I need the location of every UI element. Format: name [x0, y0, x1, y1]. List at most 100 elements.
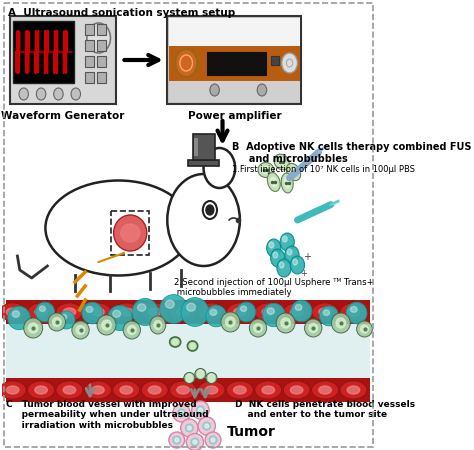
Circle shape [87, 23, 110, 53]
Ellipse shape [175, 438, 179, 442]
Circle shape [283, 236, 287, 242]
Text: Waveform Generator: Waveform Generator [1, 111, 125, 121]
Ellipse shape [63, 308, 76, 316]
Ellipse shape [198, 417, 215, 435]
Ellipse shape [86, 306, 93, 312]
Ellipse shape [211, 438, 215, 442]
Ellipse shape [305, 319, 322, 337]
Ellipse shape [170, 381, 197, 399]
Ellipse shape [291, 308, 303, 316]
Circle shape [279, 262, 284, 268]
Ellipse shape [281, 173, 293, 193]
Ellipse shape [170, 337, 181, 347]
Ellipse shape [263, 303, 285, 327]
FancyBboxPatch shape [85, 24, 94, 35]
Circle shape [257, 84, 267, 96]
Ellipse shape [185, 424, 193, 432]
Ellipse shape [284, 178, 290, 188]
Ellipse shape [108, 306, 132, 331]
Ellipse shape [91, 386, 104, 394]
Circle shape [273, 252, 278, 258]
Ellipse shape [283, 303, 310, 321]
Ellipse shape [46, 180, 191, 275]
Ellipse shape [177, 308, 190, 316]
Ellipse shape [346, 302, 367, 324]
Ellipse shape [0, 381, 26, 399]
FancyBboxPatch shape [97, 24, 106, 35]
Ellipse shape [206, 305, 227, 327]
Ellipse shape [48, 313, 65, 331]
Circle shape [19, 88, 28, 100]
Circle shape [285, 246, 299, 264]
Ellipse shape [227, 381, 253, 399]
FancyBboxPatch shape [97, 72, 106, 83]
Ellipse shape [190, 343, 195, 348]
Ellipse shape [82, 302, 103, 324]
Ellipse shape [35, 308, 47, 316]
Ellipse shape [150, 316, 166, 334]
Ellipse shape [160, 295, 188, 324]
Ellipse shape [113, 310, 120, 317]
Ellipse shape [254, 324, 262, 333]
Text: Power amplifier: Power amplifier [188, 111, 281, 121]
Ellipse shape [169, 432, 185, 448]
Ellipse shape [165, 300, 174, 308]
FancyBboxPatch shape [6, 324, 370, 378]
Ellipse shape [323, 310, 329, 315]
Ellipse shape [187, 303, 196, 311]
Ellipse shape [180, 411, 183, 415]
Ellipse shape [186, 433, 203, 450]
Ellipse shape [114, 215, 147, 251]
Text: D  NK cells penetrate blood vessels
    and enter to the tumor site: D NK cells penetrate blood vessels and e… [235, 400, 415, 419]
Ellipse shape [120, 308, 133, 316]
Ellipse shape [102, 320, 111, 330]
Ellipse shape [187, 341, 198, 351]
Ellipse shape [262, 386, 274, 394]
Ellipse shape [209, 436, 217, 444]
Ellipse shape [63, 386, 76, 394]
FancyBboxPatch shape [188, 160, 219, 166]
Circle shape [267, 239, 281, 257]
Ellipse shape [240, 306, 246, 311]
Text: Tumor: Tumor [227, 425, 276, 439]
FancyBboxPatch shape [85, 40, 94, 51]
Ellipse shape [137, 304, 146, 311]
FancyBboxPatch shape [169, 81, 300, 102]
Circle shape [287, 249, 292, 255]
Ellipse shape [6, 308, 19, 316]
Ellipse shape [283, 381, 310, 399]
Ellipse shape [24, 318, 43, 338]
Circle shape [167, 174, 240, 266]
Ellipse shape [6, 386, 19, 394]
Ellipse shape [12, 311, 19, 317]
Ellipse shape [205, 308, 218, 316]
FancyBboxPatch shape [85, 72, 94, 83]
FancyBboxPatch shape [13, 21, 74, 83]
Circle shape [210, 84, 219, 96]
Ellipse shape [290, 168, 297, 176]
Ellipse shape [234, 386, 246, 394]
Ellipse shape [128, 325, 136, 334]
Ellipse shape [170, 303, 197, 321]
Ellipse shape [141, 381, 168, 399]
Ellipse shape [227, 303, 253, 321]
Ellipse shape [340, 381, 367, 399]
Ellipse shape [0, 303, 26, 321]
Circle shape [175, 49, 197, 77]
Ellipse shape [28, 323, 38, 333]
Ellipse shape [120, 386, 133, 394]
Ellipse shape [191, 438, 199, 446]
Circle shape [293, 259, 298, 265]
Ellipse shape [249, 319, 267, 337]
Ellipse shape [91, 308, 104, 316]
Ellipse shape [148, 386, 161, 394]
Ellipse shape [311, 381, 338, 399]
Text: 2.Second injection of 100μl Usphere ᵀᴹ Trans+
 microbubbles immediately: 2.Second injection of 100μl Usphere ᵀᴹ T… [173, 278, 374, 297]
Ellipse shape [267, 172, 280, 191]
Circle shape [206, 205, 214, 215]
Text: +: + [300, 269, 307, 278]
Text: C   Tumor blood vessel with improved
     permeability when under ultrasound
   : C Tumor blood vessel with improved perme… [6, 400, 209, 430]
Ellipse shape [177, 386, 190, 394]
Ellipse shape [113, 303, 140, 321]
Ellipse shape [178, 409, 185, 417]
